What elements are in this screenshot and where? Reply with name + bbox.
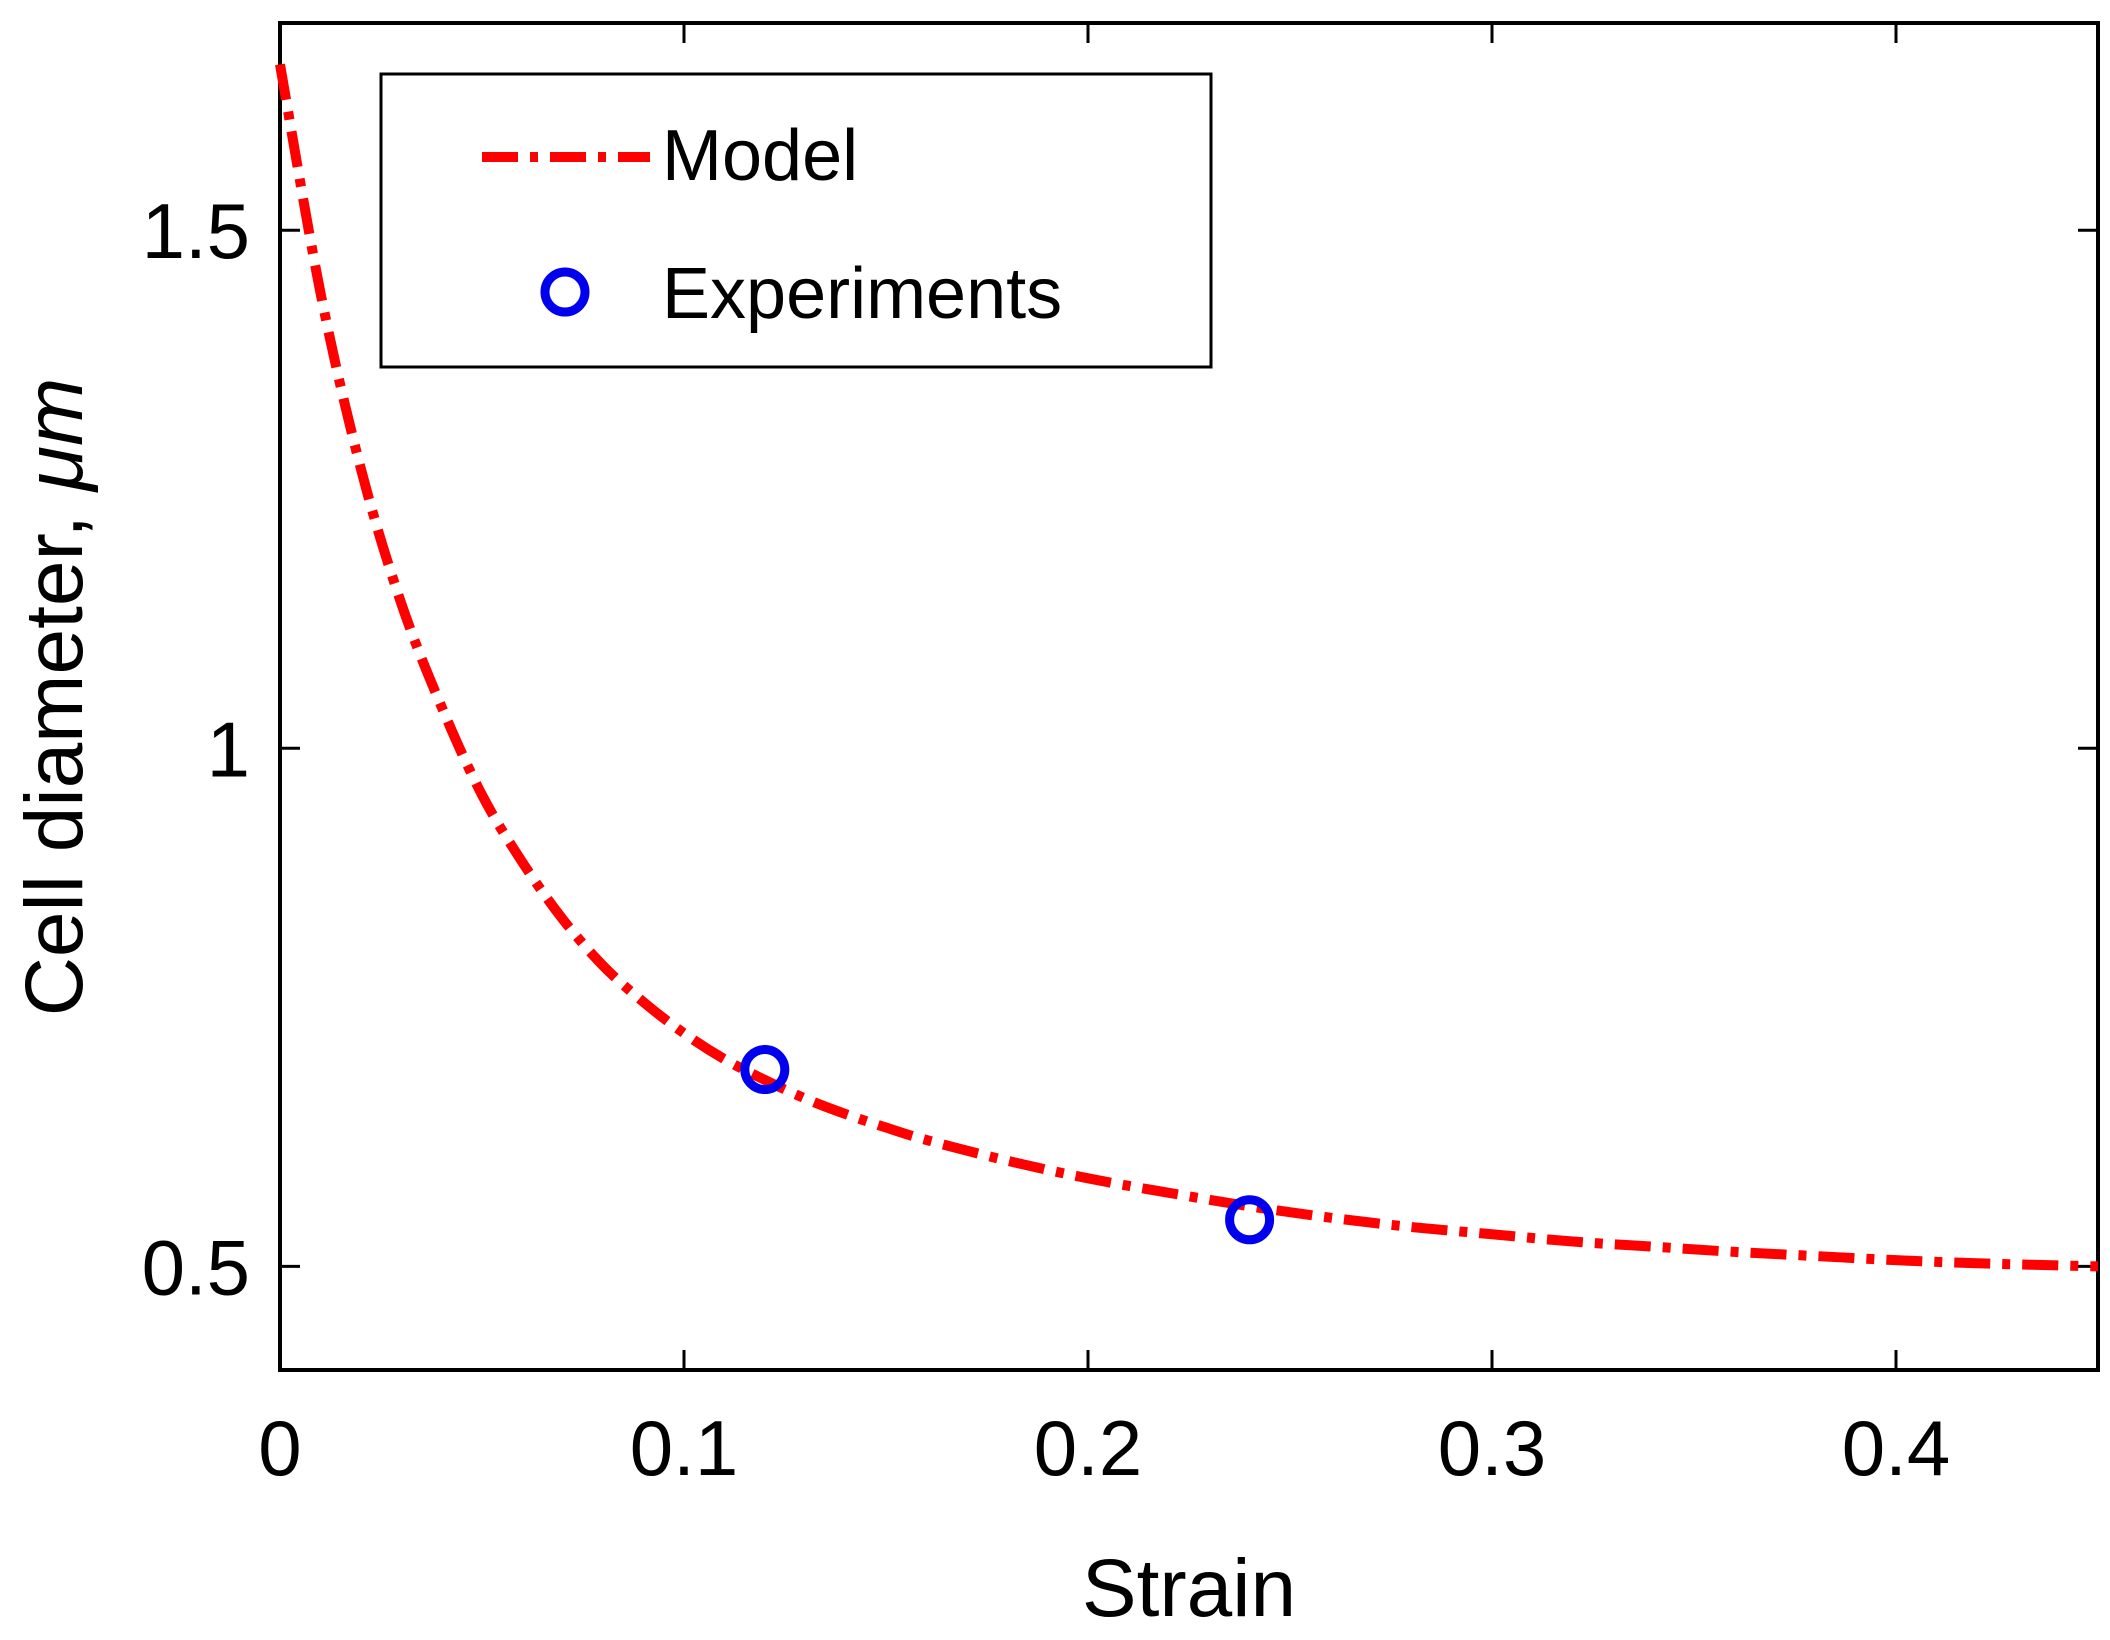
x-tick-label: 0 — [258, 1404, 301, 1492]
legend-model-label: Model — [662, 116, 858, 196]
x-tick-label: 0.2 — [1034, 1404, 1142, 1492]
y-axis-label-text: Cell diameter, — [9, 515, 100, 1016]
y-axis-label-unit: μm — [9, 378, 100, 493]
x-axis-tick-labels: 0 0.1 0.2 0.3 0.4 — [258, 1404, 1950, 1492]
experiment-point — [1225, 1195, 1275, 1245]
y-axis-label: Cell diameter, μm — [9, 378, 100, 1017]
x-axis-ticks — [278, 23, 1898, 1370]
x-tick-label: 0.3 — [1438, 1404, 1546, 1492]
legend-experiments-marker — [540, 267, 590, 317]
legend-box — [379, 72, 1213, 369]
x-tick-label: 0.4 — [1842, 1404, 1950, 1492]
legend-experiments-label: Experiments — [662, 254, 1062, 334]
x-tick-label: 0.1 — [630, 1404, 738, 1492]
x-axis-label: Strain — [1082, 1543, 1296, 1634]
y-axis-tick-labels: 0.5 1 1.5 — [142, 187, 250, 1311]
y-tick-label: 1 — [207, 705, 250, 793]
y-tick-label: 0.5 — [142, 1223, 250, 1311]
series-layer — [275, 63, 2099, 1272]
y-tick-label: 1.5 — [142, 187, 250, 275]
experiment-point — [740, 1045, 790, 1095]
legend: Model Experiments — [379, 72, 1213, 369]
model-curve — [275, 63, 2099, 1272]
